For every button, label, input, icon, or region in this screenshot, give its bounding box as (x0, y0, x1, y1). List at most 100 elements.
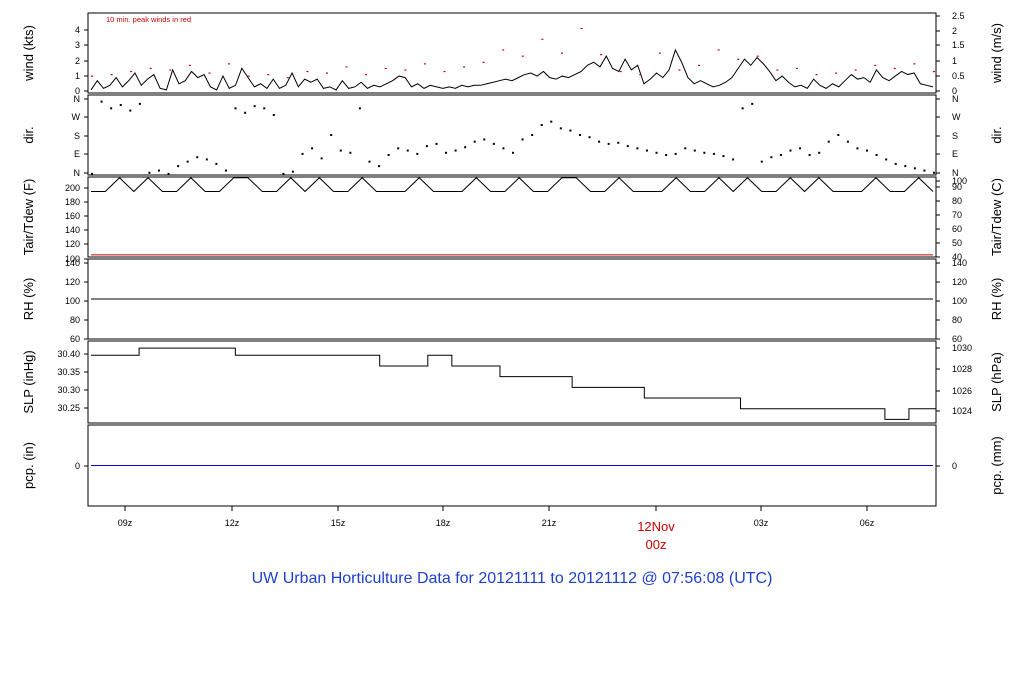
panel-frame (87, 258, 937, 340)
left-tick-label: 30.25 (57, 403, 80, 413)
x-tick-label: 09z (118, 518, 133, 528)
peak-point (756, 55, 759, 57)
date-hour-label: 00z (646, 537, 667, 552)
peak-point (149, 67, 152, 70)
right-tick-label: N (952, 168, 959, 178)
dir-point (473, 140, 476, 143)
dir-point (502, 147, 505, 150)
right-tick-label: 0 (952, 86, 957, 96)
dir-point (856, 147, 859, 150)
dir-point (933, 171, 935, 174)
left-tick-label: 100 (65, 296, 80, 306)
left-tick-label: 3 (75, 40, 80, 50)
x-tick-label: 12z (225, 518, 240, 528)
left-tick-label: 80 (70, 315, 80, 325)
peak-point (169, 69, 172, 71)
panel-frame (87, 12, 937, 94)
peak-point (893, 67, 896, 70)
dir-point (177, 165, 180, 168)
series-dir (91, 100, 935, 175)
dir-point (263, 107, 266, 110)
dir-point (234, 107, 237, 110)
dir-point (588, 136, 591, 139)
peak-point (228, 63, 231, 65)
dir-point (578, 134, 581, 136)
peak-point (482, 61, 485, 63)
right-tick-label: 60 (952, 224, 962, 234)
peak-point (717, 49, 720, 51)
dir-point (521, 138, 524, 141)
peak-point (541, 38, 544, 40)
dir-point (760, 160, 763, 163)
peak-point (698, 64, 701, 67)
peak-point (854, 69, 857, 71)
left-tick-label: 60 (70, 334, 80, 344)
panel-slp: 30.25 30.30 30.35 30.40 1024 1026 1028 1030 SLP … (21, 340, 1004, 424)
peak-point (188, 64, 191, 67)
dir-point (531, 134, 534, 136)
dir-point (148, 171, 151, 174)
dir-point (387, 154, 390, 156)
dir-point (741, 107, 744, 110)
right-tick-label: 1 (952, 56, 957, 66)
dir-point (110, 107, 113, 110)
dir-point (779, 154, 782, 156)
peak-point (678, 69, 681, 71)
dir-point (378, 165, 381, 168)
left-tick-label: 30.30 (57, 385, 80, 395)
peak-point (306, 70, 309, 73)
dir-point (866, 149, 869, 152)
left-axis-label: wind (kts) (21, 25, 36, 82)
dir-point (339, 149, 342, 152)
left-tick-label: 30.35 (57, 367, 80, 377)
dir-point (684, 147, 687, 150)
dir-point (100, 100, 103, 103)
dir-point (282, 172, 285, 175)
dir-point (301, 152, 304, 155)
peak-point (384, 67, 387, 70)
peak-point (639, 74, 642, 76)
peak-point (130, 70, 133, 73)
left-tick-label: 0 (75, 86, 80, 96)
dir-point (215, 162, 218, 165)
left-tick-label: 4 (75, 25, 80, 35)
dir-point (540, 124, 543, 126)
left-tick-label: N (74, 168, 81, 178)
left-tick-label: W (72, 112, 81, 122)
panel-frame (87, 94, 937, 176)
dir-point (311, 147, 314, 150)
dir-point (330, 134, 333, 136)
right-tick-label: 100 (952, 296, 967, 306)
right-tick-label: 0.5 (952, 71, 965, 81)
right-tick-label: 0 (952, 461, 957, 471)
left-tick-label: E (74, 149, 80, 159)
dir-point (559, 127, 562, 130)
panel-pcp: 0 0 pcp. (in) pcp. (mm) (21, 424, 1004, 507)
peak-point (619, 70, 622, 73)
peak-point (521, 55, 524, 57)
dir-point (272, 114, 275, 116)
dir-point (464, 146, 467, 149)
right-axis-label: SLP (hPa) (989, 352, 1004, 412)
x-tick-label: 18z (436, 518, 451, 528)
dir-point (894, 162, 897, 165)
right-tick-label: 120 (952, 277, 967, 287)
right-tick-label: 1026 (952, 386, 972, 396)
chart-title: UW Urban Horticulture Data for 20121111 … (252, 570, 773, 587)
dir-point (435, 142, 438, 145)
peak-point (325, 72, 328, 74)
left-tick-label: 200 (65, 183, 80, 193)
series-line (91, 177, 934, 193)
right-tick-label: 100 (952, 176, 967, 186)
peak-point (933, 70, 935, 73)
peak-point (776, 69, 779, 71)
left-axis-label: dir. (21, 126, 36, 143)
dir-point (626, 145, 629, 148)
dir-point (320, 157, 323, 160)
left-tick-label: S (74, 131, 80, 141)
dir-point (722, 155, 725, 158)
dir-point (732, 158, 735, 161)
dir-point (492, 142, 495, 145)
peak-point (286, 77, 289, 79)
